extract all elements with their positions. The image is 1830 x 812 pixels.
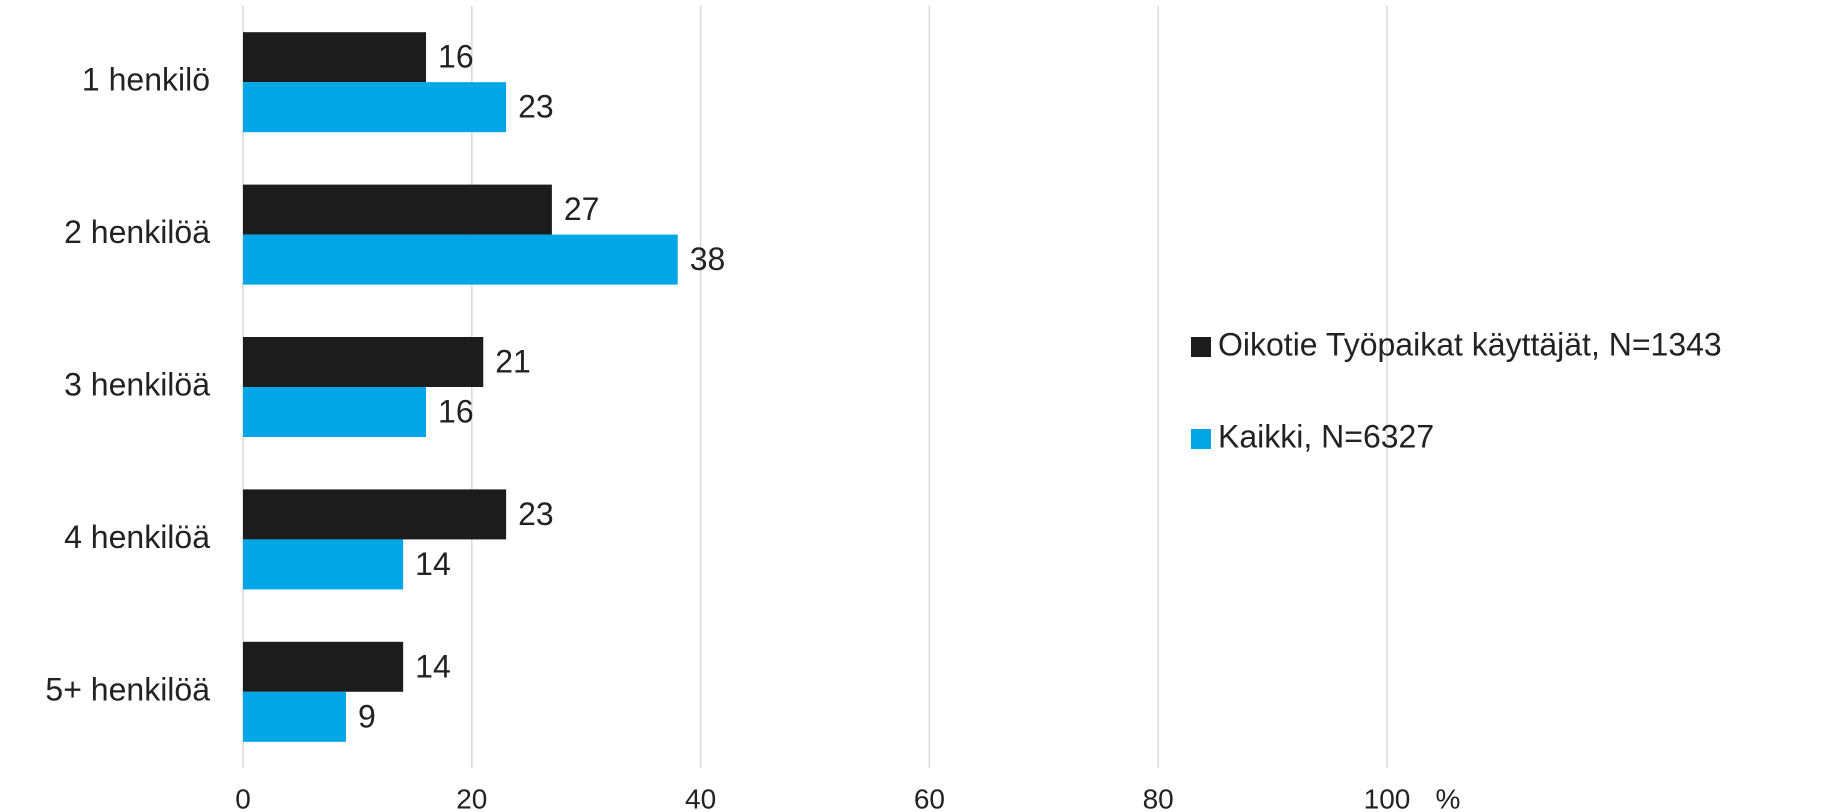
- bar: [243, 387, 427, 437]
- x-tick-label: 100: [1364, 783, 1411, 812]
- bar: [243, 641, 404, 692]
- x-tick-label: 20: [456, 783, 487, 812]
- data-label: 38: [690, 241, 726, 277]
- x-axis-label: %: [1436, 783, 1461, 812]
- data-label: 16: [438, 39, 474, 75]
- bar: [243, 184, 552, 235]
- data-label: 9: [358, 698, 376, 734]
- x-tick-label: 40: [685, 783, 716, 812]
- data-label: 27: [564, 191, 600, 227]
- x-tick-label: 0: [235, 783, 251, 812]
- bar: [243, 489, 507, 540]
- y-tick-label: 2 henkilöä: [64, 214, 210, 250]
- legend-swatch: [1191, 337, 1211, 357]
- x-tick-label: 60: [914, 783, 945, 812]
- legend-label: Oikotie Työpaikat käyttäjät, N=1343: [1218, 326, 1722, 362]
- x-tick-label: 80: [1143, 783, 1174, 812]
- bar: [243, 691, 346, 742]
- bar: [243, 234, 678, 285]
- data-label: 23: [518, 496, 554, 532]
- bar: [243, 337, 484, 387]
- bar: [243, 539, 404, 590]
- bar: [243, 32, 427, 83]
- data-label: 14: [415, 546, 451, 582]
- data-label: 14: [415, 648, 451, 684]
- legend-label: Kaikki, N=6327: [1218, 418, 1434, 454]
- data-label: 21: [495, 343, 531, 379]
- legend-swatch: [1191, 429, 1211, 449]
- data-label: 23: [518, 89, 554, 125]
- y-tick-label: 3 henkilöä: [64, 366, 210, 402]
- bar: [243, 82, 507, 133]
- y-tick-label: 5+ henkilöä: [45, 671, 210, 707]
- y-tick-label: 4 henkilöä: [64, 519, 210, 555]
- y-tick-label: 1 henkilö: [82, 62, 210, 98]
- data-label: 16: [438, 393, 474, 429]
